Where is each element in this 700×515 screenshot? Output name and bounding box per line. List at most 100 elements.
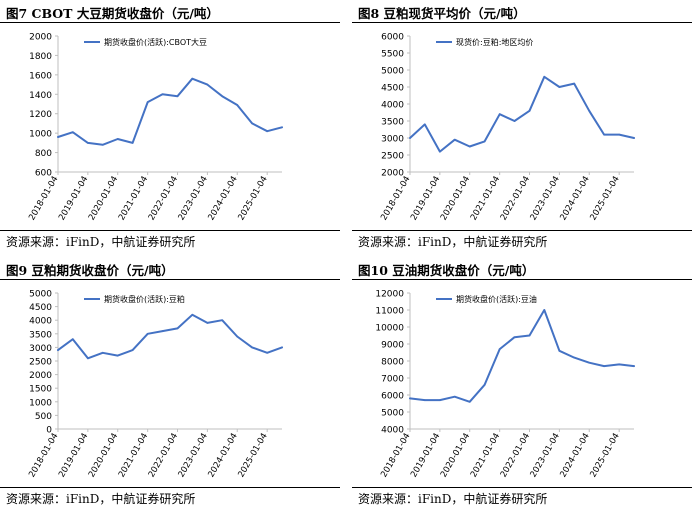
x-tick-label: 2021-01-04 bbox=[117, 175, 150, 223]
x-tick-label: 2018-01-04 bbox=[27, 175, 60, 223]
x-tick-label: 2025-01-04 bbox=[588, 175, 621, 223]
data-point bbox=[161, 330, 164, 332]
data-point bbox=[528, 110, 531, 112]
data-point bbox=[176, 95, 179, 98]
data-point bbox=[603, 133, 605, 136]
source-rule bbox=[352, 487, 692, 488]
data-point bbox=[251, 346, 253, 349]
data-point bbox=[498, 348, 501, 350]
y-tick-label: 1600 bbox=[29, 71, 52, 81]
data-point bbox=[618, 363, 620, 366]
y-tick-label: 12000 bbox=[375, 290, 404, 300]
line-chart: 4000 5000 6000 7000 8000 9000 10000 11000 12000 2… bbox=[375, 290, 635, 480]
legend-label: 现货价:豆粕:地区均价 bbox=[456, 37, 533, 47]
data-point bbox=[588, 361, 591, 364]
data-point bbox=[543, 76, 546, 78]
data-point bbox=[221, 319, 223, 321]
series-line bbox=[409, 309, 635, 403]
y-tick-label: 1800 bbox=[29, 52, 52, 62]
data-point bbox=[116, 138, 119, 140]
series-line bbox=[57, 313, 283, 360]
data-point bbox=[266, 130, 268, 132]
line-chart: 2000 2500 3000 3500 4000 4500 5000 5500 6000 2018… bbox=[379, 33, 635, 223]
x-tick-label: 2022-01-04 bbox=[499, 175, 532, 223]
data-point bbox=[131, 349, 134, 351]
y-tick-label: 1000 bbox=[29, 130, 52, 140]
x-tick-label: 2021-01-04 bbox=[117, 432, 150, 480]
y-tick-label: 4500 bbox=[29, 303, 52, 313]
data-point bbox=[633, 137, 635, 139]
data-point bbox=[558, 350, 561, 352]
data-point bbox=[409, 137, 411, 139]
x-tick-label: 2019-01-04 bbox=[409, 175, 442, 223]
chart-title: 图8 豆粕现货平均价（元/吨） bbox=[358, 6, 526, 21]
data-point bbox=[57, 136, 59, 138]
title-rule bbox=[352, 22, 692, 23]
x-tick-label: 2022-01-04 bbox=[147, 175, 180, 223]
x-tick-label: 2020-01-04 bbox=[87, 432, 120, 480]
data-point bbox=[588, 110, 591, 112]
data-point bbox=[101, 352, 104, 354]
data-point bbox=[146, 101, 149, 103]
x-tick-label: 2023-01-04 bbox=[529, 432, 562, 480]
data-point bbox=[116, 354, 119, 357]
y-tick-label: 800 bbox=[35, 149, 52, 159]
data-point bbox=[191, 313, 194, 316]
y-tick-label: 4000 bbox=[381, 101, 404, 111]
data-point bbox=[424, 123, 426, 126]
data-point bbox=[543, 309, 546, 311]
chart-title: 图7 CBOT 大豆期货收盘价（元/吨） bbox=[6, 6, 219, 21]
data-point bbox=[281, 346, 283, 349]
data-point bbox=[573, 82, 575, 85]
source-note: 资源来源：iFinD，中航证券研究所 bbox=[6, 235, 196, 249]
x-tick-label: 2018-01-04 bbox=[379, 175, 412, 223]
y-tick-label: 1000 bbox=[29, 398, 52, 408]
data-point bbox=[146, 333, 149, 335]
chart-title: 图10 豆油期货收盘价（元/吨） bbox=[358, 263, 535, 278]
data-point bbox=[176, 327, 179, 330]
y-tick-label: 4500 bbox=[381, 84, 404, 94]
x-tick-label: 2023-01-04 bbox=[529, 175, 562, 223]
y-tick-label: 10000 bbox=[375, 324, 404, 334]
y-tick-label: 600 bbox=[35, 169, 52, 179]
data-point bbox=[468, 145, 471, 148]
data-point bbox=[498, 113, 501, 115]
x-tick-label: 2019-01-04 bbox=[57, 432, 90, 480]
data-point bbox=[603, 365, 605, 367]
data-point bbox=[206, 322, 209, 324]
y-tick-label: 6000 bbox=[381, 33, 404, 43]
source-note: 资源来源：iFinD，中航证券研究所 bbox=[358, 235, 548, 249]
y-tick-label: 3000 bbox=[381, 135, 404, 145]
source-rule bbox=[0, 487, 340, 488]
x-tick-label: 2018-01-04 bbox=[379, 432, 412, 480]
data-point bbox=[191, 77, 194, 80]
data-point bbox=[528, 334, 531, 337]
y-tick-label: 1200 bbox=[29, 110, 52, 120]
data-point bbox=[468, 401, 471, 403]
panel-fig8: 图8 豆粕现货平均价（元/吨） 2000 2500 3000 3500 4000 4500… bbox=[352, 0, 692, 257]
x-tick-label: 2021-01-04 bbox=[469, 432, 502, 480]
x-tick-label: 2020-01-04 bbox=[87, 175, 120, 223]
data-point bbox=[72, 338, 74, 341]
x-tick-label: 2021-01-04 bbox=[469, 175, 502, 223]
legend-label: 期货收盘价(活跃):CBOT大豆 bbox=[104, 37, 207, 47]
x-tick-label: 2025-01-04 bbox=[236, 175, 269, 223]
data-point bbox=[483, 384, 486, 386]
x-tick-label: 2022-01-04 bbox=[499, 432, 532, 480]
data-point bbox=[618, 133, 620, 136]
series-line bbox=[409, 75, 635, 153]
title-rule bbox=[0, 279, 340, 280]
y-tick-label: 3500 bbox=[381, 118, 404, 128]
y-tick-label: 5000 bbox=[29, 290, 52, 300]
title-rule bbox=[352, 279, 692, 280]
line-chart: 600 800 1000 1200 1400 1600 1800 2000 2018-01-04… bbox=[27, 33, 283, 223]
x-tick-label: 2024-01-04 bbox=[206, 175, 239, 223]
data-point bbox=[439, 399, 441, 401]
x-tick-label: 2025-01-04 bbox=[588, 432, 621, 480]
y-tick-label: 5000 bbox=[381, 67, 404, 77]
y-tick-label: 3500 bbox=[29, 330, 52, 340]
data-point bbox=[236, 335, 239, 338]
data-point bbox=[236, 104, 239, 106]
legend-label: 期货收盘价(活跃):豆油 bbox=[456, 294, 537, 304]
x-tick-label: 2023-01-04 bbox=[177, 175, 210, 223]
